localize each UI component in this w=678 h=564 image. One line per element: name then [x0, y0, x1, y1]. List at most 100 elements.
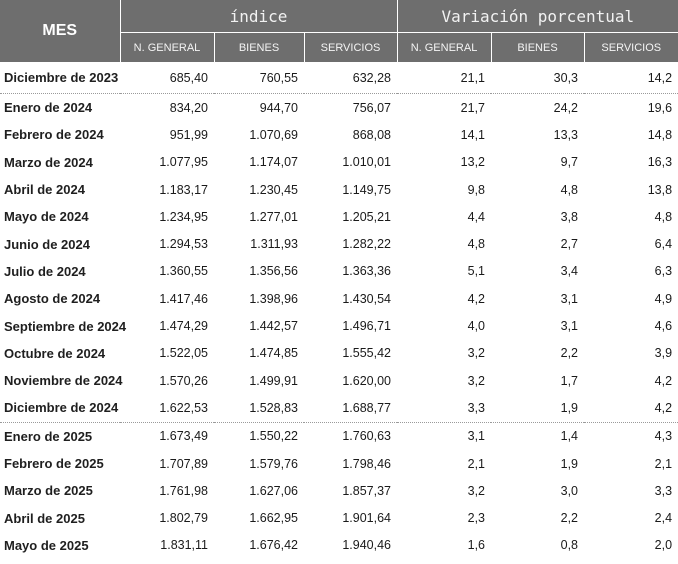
cell-indice-servicios: 1.620,00 — [342, 373, 392, 388]
cell-indice-servicios: 1.149,75 — [342, 182, 392, 197]
cell-indice-general: 1.570,26 — [159, 373, 208, 388]
cell-variacion-general: 2,3 — [467, 511, 486, 526]
cell-indice-general: 1.831,11 — [160, 538, 208, 553]
subheader-indice-servicios: SERVICIOS — [304, 32, 398, 62]
cell-variacion-servicios: 6,4 — [654, 237, 673, 252]
cell-indice-bienes: 1.230,45 — [249, 182, 298, 197]
table-row: Marzo de 2024 1.077,95 1.174,07 1.010,01 13,… — [0, 149, 678, 176]
cell-variacion-bienes: 1,7 — [560, 373, 579, 388]
cell-variacion-bienes: 1,9 — [560, 456, 579, 471]
cell-mes: Octubre de 2024 — [4, 345, 106, 361]
cell-mes: Abril de 2024 — [4, 182, 85, 198]
cell-indice-servicios: 1.010,01 — [342, 155, 392, 170]
cell-variacion-general: 4,2 — [467, 291, 486, 306]
cell-mes: Marzo de 2025 — [4, 483, 93, 499]
cell-variacion-bienes: 4,8 — [560, 182, 579, 197]
cell-indice-general: 1.474,29 — [159, 319, 208, 334]
cell-indice-bienes: 1.277,01 — [249, 209, 298, 224]
table-row: Octubre de 2024 1.522,05 1.474,85 1.555,42 3… — [0, 340, 678, 367]
cell-indice-bienes: 1.398,96 — [249, 291, 298, 306]
group-header-variacion: Variación porcentual — [397, 0, 678, 33]
cell-variacion-bienes: 24,2 — [491, 93, 585, 122]
cell-variacion-servicios: 19,6 — [584, 93, 678, 122]
table-row: Abril de 2024 1.183,17 1.230,45 1.149,75 9,8… — [0, 176, 678, 203]
cell-variacion-general: 4,0 — [467, 319, 486, 334]
cell-indice-bienes: 1.311,93 — [250, 237, 298, 252]
cell-variacion-general: 2,1 — [467, 456, 486, 471]
cell-mes: Abril de 2025 — [4, 510, 85, 526]
cell-mes: Mayo de 2024 — [4, 209, 89, 225]
table-row: Junio de 2024 1.294,53 1.311,93 1.282,22 4,8… — [0, 230, 678, 257]
cell-variacion-bienes: 9,7 — [560, 155, 579, 170]
cell-mes: Diciembre de 2024 — [4, 400, 119, 416]
cell-variacion-general: 3,1 — [397, 421, 492, 450]
cell-indice-bienes: 1.627,06 — [249, 483, 298, 498]
cell-indice-bienes: 1.676,42 — [249, 538, 298, 553]
cell-indice-general: 1.294,53 — [159, 237, 208, 252]
cell-indice-bienes: 1.528,83 — [249, 400, 298, 415]
table-row: Febrero de 2024 951,99 1.070,69 868,08 14,1 1… — [0, 121, 678, 148]
cell-indice-bienes: 944,70 — [214, 93, 304, 122]
cell-indice-bienes: 1.356,56 — [249, 264, 298, 279]
cell-variacion-servicios: 4,2 — [654, 400, 673, 415]
table-row: Marzo de 2025 1.761,98 1.627,06 1.857,37 3,2… — [0, 477, 678, 504]
cell-indice-servicios: 1.760,63 — [304, 421, 398, 450]
cell-variacion-general: 13,2 — [460, 155, 486, 170]
table-row: Julio de 2024 1.360,55 1.356,56 1.363,36 5,1… — [0, 258, 678, 285]
cell-indice-servicios: 1.555,42 — [342, 346, 392, 361]
cell-variacion-general: 4,8 — [467, 237, 486, 252]
cell-variacion-general: 21,1 — [460, 70, 486, 85]
cell-mes: Enero de 2024 — [0, 93, 120, 122]
cell-mes: Junio de 2024 — [4, 236, 90, 252]
cell-variacion-bienes: 0,8 — [560, 538, 579, 553]
cell-indice-general: 685,40 — [169, 70, 208, 85]
cell-variacion-bienes: 3,1 — [560, 319, 579, 334]
cell-variacion-general: 3,2 — [467, 483, 486, 498]
cell-indice-bienes: 760,55 — [259, 70, 298, 85]
cell-indice-servicios: 1.688,77 — [342, 400, 392, 415]
cell-indice-bienes: 1.579,76 — [249, 456, 298, 471]
cell-variacion-servicios: 4,9 — [654, 291, 673, 306]
cell-variacion-servicios: 4,3 — [584, 421, 678, 450]
cell-variacion-general: 3,2 — [467, 346, 486, 361]
cell-indice-general: 1.360,55 — [159, 264, 208, 279]
cell-indice-general: 1.802,79 — [159, 511, 208, 526]
cell-indice-general: 951,99 — [169, 127, 208, 142]
cell-variacion-servicios: 3,9 — [654, 346, 673, 361]
cell-mes: Agosto de 2024 — [4, 291, 101, 307]
cell-indice-servicios: 1.363,36 — [342, 264, 392, 279]
cell-mes: Febrero de 2025 — [4, 456, 104, 471]
table-row: Abril de 2025 1.802,79 1.662,95 1.901,64 2,3… — [0, 504, 678, 531]
cell-variacion-servicios: 6,3 — [654, 264, 673, 279]
subheader-variacion-servicios: SERVICIOS — [584, 32, 678, 62]
subheader-indice-bienes: BIENES — [214, 32, 305, 62]
table-row: Septiembre de 2024 1.474,29 1.442,57 1.496,… — [0, 312, 678, 339]
subheader-indice-general: N. GENERAL — [120, 32, 215, 62]
cell-mes: Septiembre de 2024 — [4, 318, 127, 334]
cell-variacion-servicios: 2,4 — [654, 511, 673, 526]
table-row: Febrero de 2025 1.707,89 1.579,76 1.798,46 2… — [0, 450, 678, 477]
cell-variacion-servicios: 16,3 — [647, 155, 673, 170]
cell-variacion-general: 14,1 — [460, 127, 486, 142]
cell-indice-general: 1.077,95 — [159, 155, 208, 170]
cell-indice-servicios: 1.282,22 — [342, 237, 392, 252]
cell-variacion-general: 3,2 — [467, 373, 486, 388]
cell-variacion-bienes: 2,7 — [560, 237, 579, 252]
cell-indice-bienes: 1.662,95 — [249, 511, 298, 526]
subheader-variacion-general: N. GENERAL — [397, 32, 492, 62]
subheader-variacion-bienes: BIENES — [491, 32, 585, 62]
cell-indice-general: 834,20 — [120, 93, 214, 122]
table-row: Mayo de 2024 1.234,95 1.277,01 1.205,21 4,4 3… — [0, 203, 678, 230]
cell-mes: Marzo de 2024 — [4, 154, 93, 170]
table-row: Enero de 2024 834,20 944,70 756,07 21,7 24,2 1… — [0, 93, 678, 122]
table-row: Diciembre de 2023 685,40 760,55 632,28 21,1 3… — [0, 62, 678, 94]
cell-indice-general: 1.417,46 — [159, 291, 208, 306]
cell-indice-servicios: 756,07 — [304, 93, 398, 122]
cell-variacion-bienes: 1,4 — [491, 421, 585, 450]
cell-variacion-bienes: 2,2 — [560, 511, 579, 526]
table-row: Mayo de 2025 1.831,11 1.676,42 1.940,46 1,6 0… — [0, 532, 678, 559]
cell-variacion-servicios: 4,2 — [654, 373, 673, 388]
cell-variacion-bienes: 1,9 — [560, 400, 579, 415]
